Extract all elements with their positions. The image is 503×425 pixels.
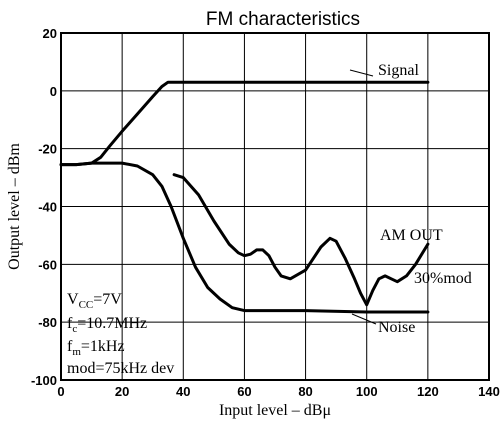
- x-tick-label: 0: [57, 384, 64, 399]
- chart-title: FM characteristics: [206, 9, 360, 30]
- y-tick-label: -80: [38, 315, 57, 330]
- series-line-1: [59, 80, 430, 167]
- y-axis-label: Output level – dBm: [6, 143, 23, 270]
- grid-lines: [61, 33, 489, 380]
- vcc-condition: VCC=7V: [67, 291, 122, 311]
- fc-condition: fc=10.7MHz: [67, 315, 147, 335]
- y-tick-label: -100: [31, 373, 57, 388]
- series-line-3: [172, 173, 430, 307]
- x-tick-label: 60: [237, 384, 251, 399]
- y-tick-label: -20: [38, 142, 57, 157]
- series-lines: [59, 80, 430, 314]
- signal-leader-line: [349, 69, 374, 77]
- series-line-2: [59, 161, 430, 314]
- x-tick-label: 80: [298, 384, 312, 399]
- noise-series-label: Noise: [378, 319, 415, 336]
- fm-condition: fm=1kHz: [67, 338, 125, 358]
- y-tick-label: -40: [38, 200, 57, 215]
- x-tick-label: 120: [417, 384, 439, 399]
- x-tick-label: 20: [115, 384, 129, 399]
- y-tick-label: 20: [43, 26, 57, 41]
- x-tick-label: 140: [478, 384, 500, 399]
- x-tick-label: 100: [356, 384, 378, 399]
- am-out-mod-label: 30%mod: [414, 270, 472, 287]
- y-tick-label: -60: [38, 257, 57, 272]
- noise-leader-line: [351, 313, 377, 325]
- am-out-series-label: AM OUT: [380, 227, 443, 244]
- x-axis-label: Input level – dBμ: [219, 402, 331, 419]
- mod-condition: mod=75kHz dev: [67, 360, 174, 377]
- y-tick-label: 0: [50, 84, 57, 99]
- tick-labels: 0 20 40 60 80 100 120 140 20 0 -20 -40 -60 -80 -100: [31, 26, 500, 399]
- signal-series-label: Signal: [378, 62, 419, 79]
- conditions-block: VCC=7V fc=10.7MHz fm=1kHz mod=75kHz dev: [67, 291, 174, 377]
- x-tick-label: 40: [176, 384, 190, 399]
- plot-frame: [60, 32, 490, 381]
